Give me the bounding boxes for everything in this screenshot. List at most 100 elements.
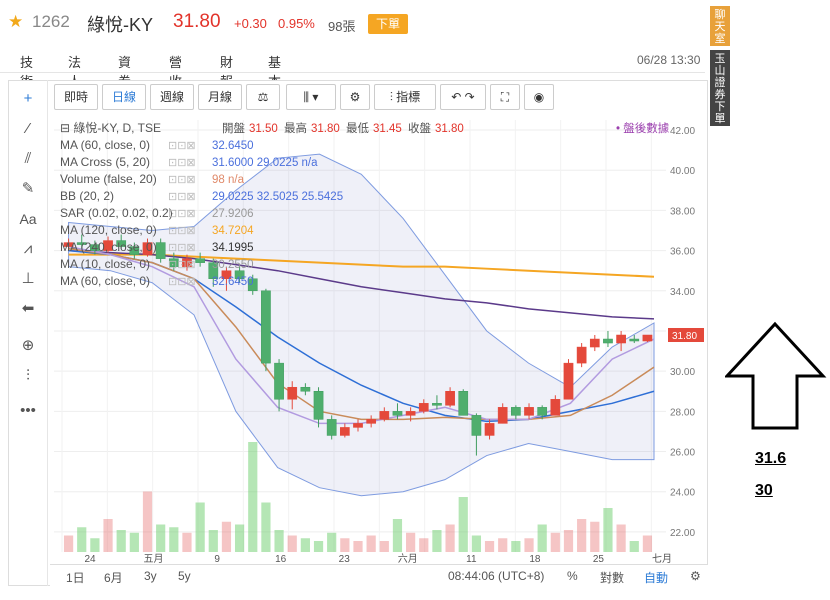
volume-bar [406, 532, 416, 552]
volume-bar [498, 538, 508, 552]
volume-bar [221, 521, 232, 552]
measure-icon[interactable]: ⊥ [21, 270, 35, 287]
volume-bar [340, 538, 350, 552]
y-tick-label: 36.00 [670, 247, 695, 258]
price-chart[interactable]: 22.0024.0026.0028.0030.0032.0034.0036.00… [50, 112, 710, 564]
volume-bar [524, 538, 534, 552]
price-change-pct: 0.95% [278, 16, 315, 31]
auto-toggle[interactable]: 自動 [644, 571, 669, 585]
volume-bar [353, 541, 363, 552]
esun-order-banner[interactable]: 玉山證券下單 [710, 50, 730, 126]
legend-ohlc-value: 31.80 [435, 123, 464, 135]
volume-bar [195, 502, 205, 552]
volume-bar [234, 524, 245, 552]
volume-bar [156, 524, 166, 552]
x-tick-label: 六月 [398, 553, 418, 564]
candle-body [195, 258, 205, 263]
candle-body [576, 346, 587, 364]
candle-type-icon[interactable]: ⫼ ▾ [286, 84, 336, 110]
price-change: +0.30 [234, 16, 267, 31]
candle-body [274, 362, 284, 400]
candle-body [471, 415, 482, 436]
settings-icon[interactable]: ⚙ [340, 84, 370, 110]
legend-row-value: 98 n/a [212, 174, 245, 186]
text-tool-icon[interactable]: Aa [19, 211, 37, 227]
volume-bar [116, 530, 126, 552]
candle-body [247, 278, 258, 292]
legend-row-controls: ⊡⊡⊠ [168, 242, 196, 254]
range-6m[interactable]: 6月 [104, 571, 123, 585]
legend-row-controls: ⊡⊡⊠ [168, 259, 196, 271]
candle-body [458, 391, 469, 416]
percent-toggle[interactable]: % [567, 569, 578, 583]
pattern-icon[interactable]: ⩘ [23, 240, 33, 257]
gear-icon[interactable]: ⚙ [690, 569, 701, 583]
intraday-button[interactable]: 即時 [54, 84, 98, 110]
undo-redo-icon[interactable]: ↶ ↷ [440, 84, 486, 110]
x-tick-label: 18 [529, 554, 541, 564]
annotation-panel: 31.6 30 [723, 320, 827, 499]
legend-row-label: MA (120, close, 0) [60, 223, 157, 237]
candle-body [182, 258, 192, 267]
monthly-button[interactable]: 月線 [198, 84, 242, 110]
candle-body [155, 242, 166, 259]
camera-icon[interactable]: ◉ [524, 84, 554, 110]
legend-row-controls: ⊡⊡⊠ [168, 276, 196, 288]
crosshair-icon[interactable]: + [23, 90, 33, 107]
candle-body [208, 262, 219, 279]
volume-bar [471, 535, 482, 552]
annotation-value-2: 30 [755, 482, 773, 499]
volume-bar [182, 532, 192, 552]
legend-ohlc-label: 最高 [284, 121, 307, 135]
range-3y[interactable]: 3y [144, 569, 157, 583]
more-icon[interactable]: ••• [20, 402, 36, 419]
volume-bar [366, 535, 376, 552]
fullscreen-icon[interactable]: ⛶ [490, 84, 520, 110]
compare-icon[interactable]: ⚖ [246, 84, 280, 110]
volume-bar [287, 535, 297, 552]
candle-body [129, 246, 140, 255]
candle-body [90, 244, 100, 251]
arrow-left-icon[interactable]: ⬅ [21, 300, 35, 317]
candle-body [300, 386, 311, 392]
volume-bar [313, 541, 324, 552]
candle-body [418, 403, 429, 412]
legend-ohlc-value: 31.80 [311, 123, 340, 135]
weekly-button[interactable]: 週線 [150, 84, 194, 110]
volume-bar [563, 530, 574, 552]
legend-ohlc-value: 31.45 [373, 123, 402, 135]
candle-body [326, 419, 337, 436]
legend-row-controls: ⊡⊡⊠ [168, 225, 196, 237]
y-tick-label: 28.00 [670, 407, 695, 418]
candle-body [339, 427, 350, 436]
log-toggle[interactable]: 對數 [600, 571, 625, 585]
daily-button[interactable]: 日線 [102, 84, 146, 110]
candle-body [221, 270, 232, 279]
legend-ohlc-value: 31.50 [249, 123, 278, 135]
range-1d[interactable]: 1日 [66, 571, 85, 585]
candle-body [511, 407, 521, 416]
bars-icon[interactable]: ⫶ [26, 367, 30, 384]
candle-body [445, 391, 455, 406]
legend-symbol: ⊟ 綠悅-KY, D, TSE [60, 121, 161, 135]
candle-body [379, 411, 390, 420]
candle-body [484, 423, 495, 436]
trendline-icon[interactable]: ⁄ [26, 120, 30, 137]
range-5y[interactable]: 5y [178, 569, 191, 583]
zoom-in-icon[interactable]: ⊕ [21, 337, 35, 354]
volume-bar [63, 535, 74, 552]
brush-icon[interactable]: ✎ [21, 180, 35, 197]
indicators-button[interactable]: ⫶ 指標 [374, 84, 436, 110]
fib-icon[interactable]: ⫽ [24, 150, 32, 167]
volume-bar [169, 527, 179, 552]
star-icon[interactable]: ★ [8, 12, 24, 31]
legend-row-controls: ⊡⊡⊠ [168, 157, 196, 169]
candle-body [142, 242, 153, 255]
candle-body [103, 240, 113, 251]
x-tick-label: 11 [466, 554, 477, 564]
chat-room-banner[interactable]: 聊天室 [710, 6, 730, 46]
legend-row-value: 34.1995 [212, 242, 254, 254]
volume-bar [445, 524, 455, 552]
legend-ohlc-label: 開盤 [222, 122, 245, 135]
order-button[interactable]: 下單 [368, 14, 408, 34]
